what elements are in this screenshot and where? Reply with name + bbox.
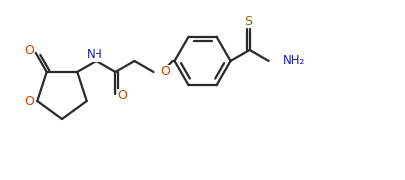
- Text: S: S: [245, 15, 253, 28]
- Text: O: O: [24, 94, 34, 107]
- Text: O: O: [24, 44, 34, 57]
- Text: H: H: [93, 48, 102, 61]
- Text: O: O: [160, 66, 171, 78]
- Text: NH₂: NH₂: [283, 55, 305, 68]
- Text: N: N: [87, 48, 96, 61]
- Text: O: O: [117, 89, 127, 102]
